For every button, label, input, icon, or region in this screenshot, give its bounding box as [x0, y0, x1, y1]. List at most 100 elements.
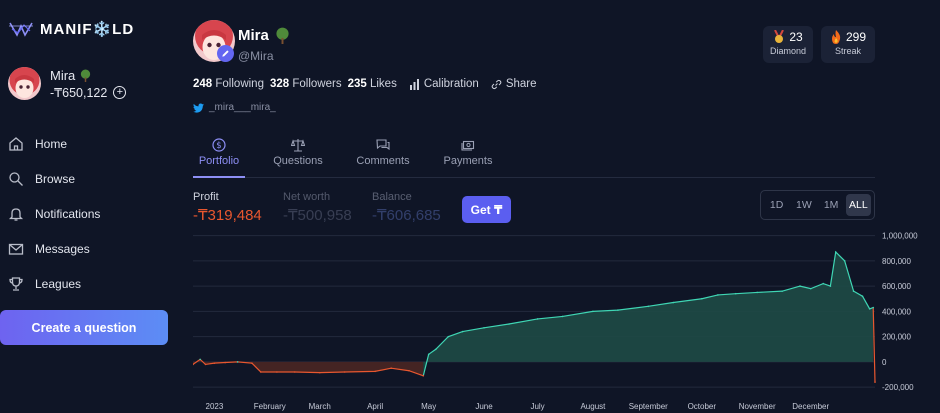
networth-value: -₸500,958 [283, 207, 352, 224]
loss-line [193, 358, 424, 377]
streak-count: 299 [845, 30, 867, 44]
tab-label: Questions [273, 155, 323, 167]
chat-icon [376, 139, 390, 151]
streak-badge[interactable]: 299 Streak [821, 26, 875, 63]
data-point [447, 335, 450, 338]
y-tick-label: 0 [882, 358, 887, 367]
data-point [672, 301, 675, 304]
get-mana-button[interactable]: Get ₸ [462, 196, 511, 223]
home-icon [9, 136, 23, 151]
tab-portfolio[interactable]: $ Portfolio [193, 138, 245, 178]
x-tick-label: May [421, 402, 436, 411]
twitter-link[interactable]: _mira___mira_ [193, 102, 276, 113]
diamond-label: Diamond [769, 46, 807, 56]
final-drop-line [872, 307, 876, 383]
sidebar-nav: Home Browse Notifications Messages Leagu… [8, 126, 100, 301]
data-point [508, 323, 510, 325]
likes-link[interactable]: 235 Likes [348, 78, 397, 90]
likes-label: Likes [369, 78, 397, 90]
followers-link[interactable]: 328 Followers [270, 78, 342, 90]
sidebar-item-label: Browse [35, 171, 76, 186]
tab-questions[interactable]: Questions [271, 138, 325, 178]
data-point [617, 309, 619, 311]
logo[interactable]: MANIF❄️LD [8, 20, 134, 38]
gain-area [423, 252, 874, 376]
data-point [435, 348, 437, 351]
range-1m-button[interactable]: 1M [823, 199, 839, 211]
profit-chart[interactable]: 1,000,000 800,000 600,000 400,000 200,000 0 -2… [193, 228, 933, 413]
data-point [427, 353, 430, 356]
x-tick-label: July [530, 402, 544, 411]
tree-icon [81, 68, 91, 82]
profit-label: Profit [193, 191, 219, 203]
following-label: Following [215, 78, 264, 90]
create-question-button[interactable]: Create a question [0, 310, 168, 345]
sidebar-item-leagues[interactable]: Leagues [8, 266, 100, 301]
streak-label: Streak [834, 46, 861, 56]
data-point [872, 306, 875, 309]
data-point [343, 371, 346, 373]
share-link[interactable]: Share [491, 78, 537, 90]
x-tick-label: August [580, 402, 606, 411]
trophy-icon [9, 276, 23, 291]
edit-profile-button[interactable] [217, 45, 234, 62]
twitter-handle: _mira___mira_ [209, 102, 276, 113]
gain-line [422, 250, 874, 376]
mail-icon [8, 243, 24, 255]
avatar-image [8, 67, 41, 100]
range-1d-button[interactable]: 1D [769, 199, 784, 211]
data-point [717, 294, 719, 296]
sidebar-item-label: Messages [35, 241, 90, 256]
logo-text: MANIF❄️LD [40, 21, 135, 38]
x-tick-label: March [309, 402, 331, 411]
range-all-button[interactable]: ALL [845, 194, 871, 216]
sidebar-profile[interactable]: Mira -₸650,122 + [8, 67, 127, 100]
data-point [734, 292, 737, 295]
sidebar-item-home[interactable]: Home [8, 126, 100, 161]
sidebar-user-name: Mira [50, 67, 76, 83]
x-tick-label: December [792, 402, 829, 411]
profile-handle: @Mira [238, 49, 274, 63]
data-point [293, 371, 296, 373]
data-point [852, 290, 855, 292]
data-point [276, 371, 278, 373]
profile-tabs: $ Portfolio Questions Comments Payments [193, 138, 875, 178]
y-tick-label: 600,000 [882, 282, 911, 291]
data-point [199, 358, 201, 361]
x-tick-label: June [475, 402, 493, 411]
balance-label: Balance [372, 191, 412, 203]
data-point [592, 310, 594, 313]
x-tick-label: February [254, 402, 286, 411]
data-point [251, 362, 253, 364]
sidebar-item-browse[interactable]: Browse [8, 161, 100, 196]
data-point [561, 315, 564, 318]
tab-label: Comments [356, 155, 410, 167]
tab-comments[interactable]: Comments [353, 138, 413, 178]
tab-payments[interactable]: Payments [441, 138, 495, 178]
following-link[interactable]: 248 Following [193, 78, 264, 90]
data-point [868, 308, 871, 310]
range-1w-button[interactable]: 1W [796, 199, 812, 211]
sidebar-item-notifications[interactable]: Notifications [8, 196, 100, 231]
balance-metric[interactable]: Balance -₸606,685 [372, 191, 441, 224]
bar-chart-icon [409, 78, 419, 90]
fire-icon [831, 30, 841, 44]
profit-value: -₸319,484 [193, 207, 262, 224]
data-point [799, 285, 801, 287]
dollar-icon: $ [212, 138, 226, 152]
profit-metric[interactable]: Profit -₸319,484 [193, 191, 262, 224]
data-point [861, 295, 864, 298]
x-tick-label: November [739, 402, 776, 411]
add-funds-icon[interactable]: + [113, 85, 127, 99]
diamond-count: 23 [789, 30, 803, 44]
y-tick-label: 400,000 [882, 307, 911, 316]
calibration-link[interactable]: Calibration [409, 78, 479, 90]
networth-metric[interactable]: Net worth -₸500,958 [283, 191, 352, 224]
sidebar-item-messages[interactable]: Messages [8, 231, 100, 266]
avatar[interactable] [8, 67, 41, 100]
bell-icon [8, 207, 24, 221]
data-point [701, 297, 703, 300]
tab-label: Portfolio [198, 155, 240, 167]
diamond-badge[interactable]: 23 Diamond [763, 26, 813, 63]
sidebar-item-label: Home [35, 136, 68, 151]
